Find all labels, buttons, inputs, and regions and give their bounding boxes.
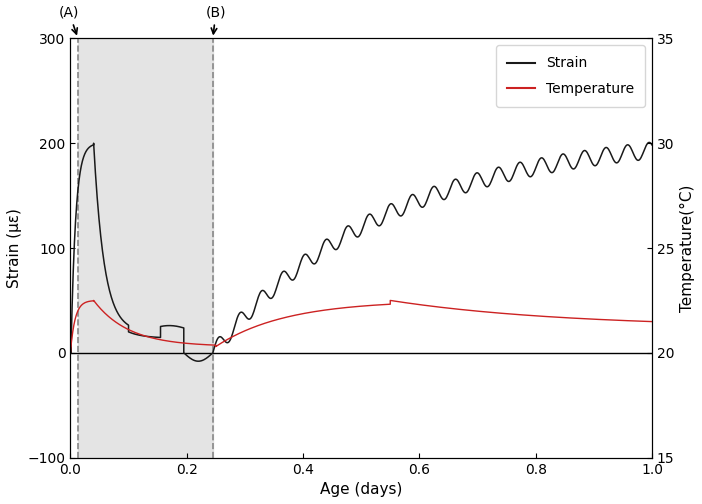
Y-axis label: Strain (με): Strain (με) <box>7 208 22 288</box>
Text: (A): (A) <box>59 6 79 34</box>
Bar <box>78 38 213 458</box>
Y-axis label: Temperature(°C): Temperature(°C) <box>680 184 695 311</box>
Text: (B): (B) <box>206 6 226 34</box>
Legend: Strain, Temperature: Strain, Temperature <box>496 45 645 107</box>
X-axis label: Age (days): Age (days) <box>320 482 402 497</box>
